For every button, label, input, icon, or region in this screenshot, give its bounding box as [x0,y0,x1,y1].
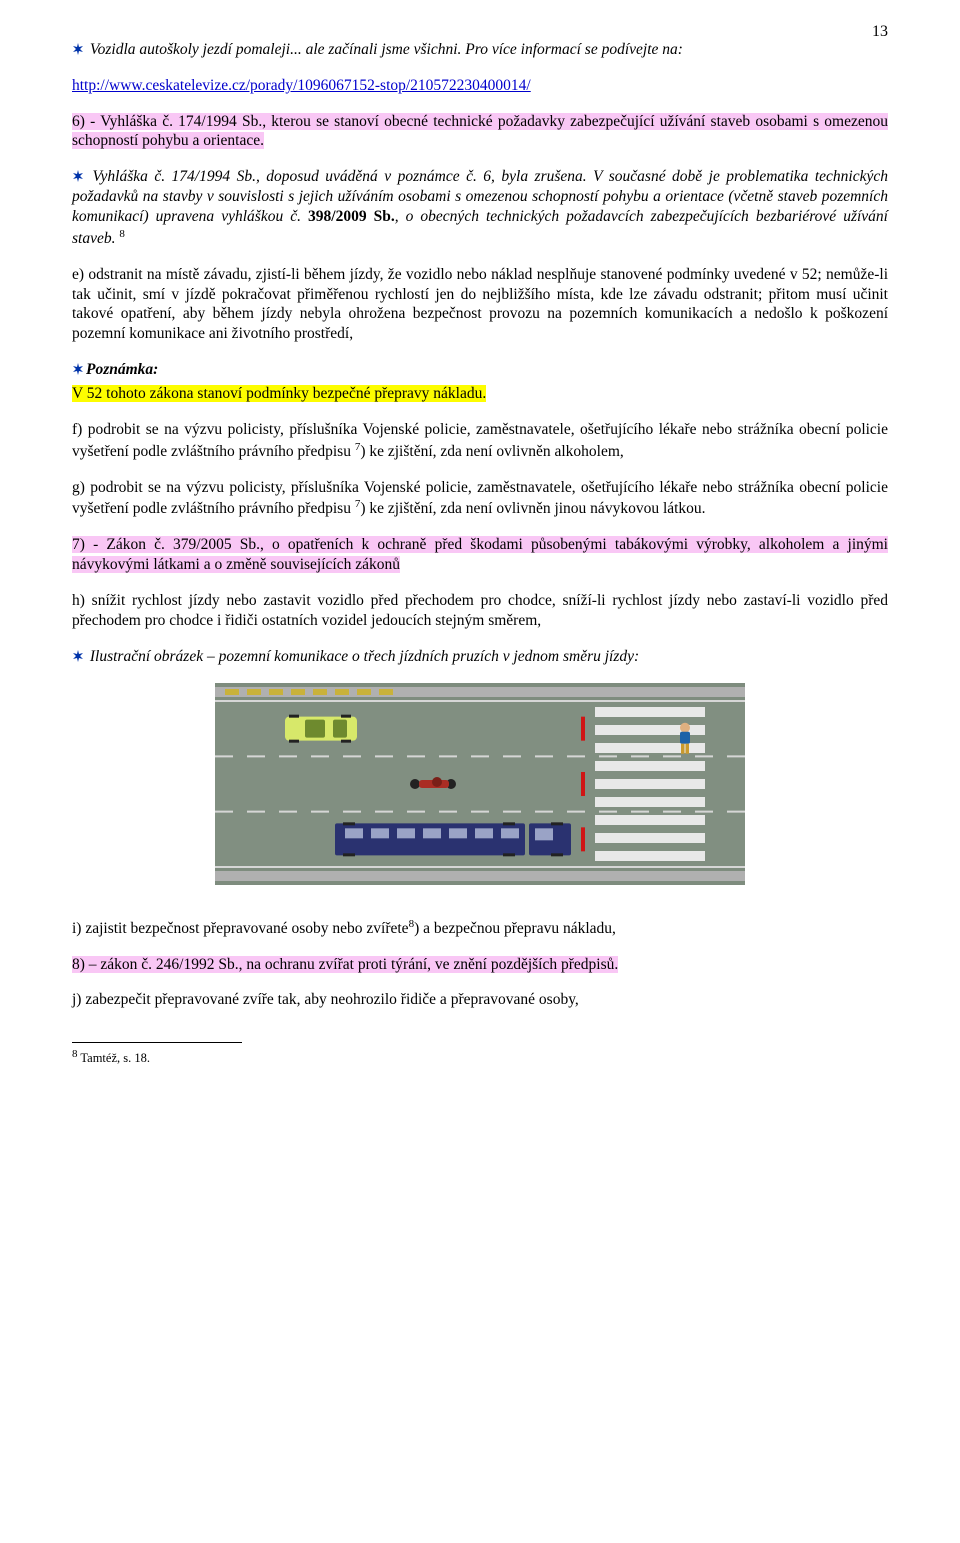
asterisk-icon [72,647,86,667]
ref-6-text: Vyhláška č. 174/1994 Sb., kterou se stan… [72,113,888,150]
poznamka-label: Poznámka: [86,361,158,378]
para-h: h) snížit rychlost jízdy nebo zastavit v… [72,591,888,631]
asterisk-icon [72,40,86,60]
ref-7-label: 7) [72,536,85,553]
vyhlaska-note: Vyhláška č. 174/1994 Sb., doposud uváděn… [72,167,888,248]
asterisk-note-1: Vozidla autoškoly jezdí pomaleji... ale … [72,40,888,60]
asterisk-icon [72,360,86,380]
para-i-post: ) a bezpečnou přepravu nákladu, [414,920,616,937]
footnote-rule [72,1042,242,1043]
illus-caption: Ilustrační obrázek – pozemní komunikace … [72,647,888,667]
para-f: f) podrobit se na výzvu policisty, přísl… [72,420,888,462]
para-e: e) odstranit na místě závadu, zjistí-li … [72,265,888,344]
poznamka-text: V 52 tohoto zákona stanoví podmínky bezp… [72,385,486,402]
asterisk-note-1-text: Vozidla autoškoly jezdí pomaleji... ale … [86,41,683,58]
para-f-post: ) ke zjištění, zda není ovlivněn alkohol… [360,443,623,460]
link-line: http://www.ceskatelevize.cz/porady/10960… [72,76,888,96]
poznamka-text-line: V 52 tohoto zákona stanoví podmínky bezp… [72,384,888,404]
para-j: j) zabezpečit přepravované zvíře tak, ab… [72,990,888,1010]
ref-8-label: 8) [72,956,85,973]
page-number: 13 [872,22,888,42]
external-link[interactable]: http://www.ceskatelevize.cz/porady/10960… [72,77,531,94]
footnote: 8 Tamtéž, s. 18. [72,1047,888,1066]
ref-7: 7) - Zákon č. 379/2005 Sb., o opatřeních… [72,535,888,575]
ref-8: 8) – zákon č. 246/1992 Sb., na ochranu z… [72,955,888,975]
ref-6-label: 6) - [72,113,100,130]
ref-6: 6) - Vyhláška č. 174/1994 Sb., kterou se… [72,112,888,152]
poznamka-label-line: Poznámka: [72,360,888,380]
para-i: i) zajistit bezpečnost přepravované osob… [72,917,888,939]
para-g: g) podrobit se na výzvu policisty, přísl… [72,478,888,520]
para-i-pre: i) zajistit bezpečnost přepravované osob… [72,920,409,937]
para-g-post: ) ke zjištění, zda není ovlivněn jinou n… [360,501,705,518]
ref-8-text: – zákon č. 246/1992 Sb., na ochranu zvíř… [85,956,618,973]
asterisk-icon [72,167,86,187]
vyhlaska-bold: 398/2009 Sb. [308,208,395,225]
ref-7-text: - Zákon č. 379/2005 Sb., o opatřeních k … [72,536,888,573]
vyhlaska-sup: 8 [119,228,125,240]
footnote-text: Tamtéž, s. 18. [78,1051,151,1065]
road-illustration [215,683,745,885]
illus-caption-text: Ilustrační obrázek – pozemní komunikace … [86,648,639,665]
